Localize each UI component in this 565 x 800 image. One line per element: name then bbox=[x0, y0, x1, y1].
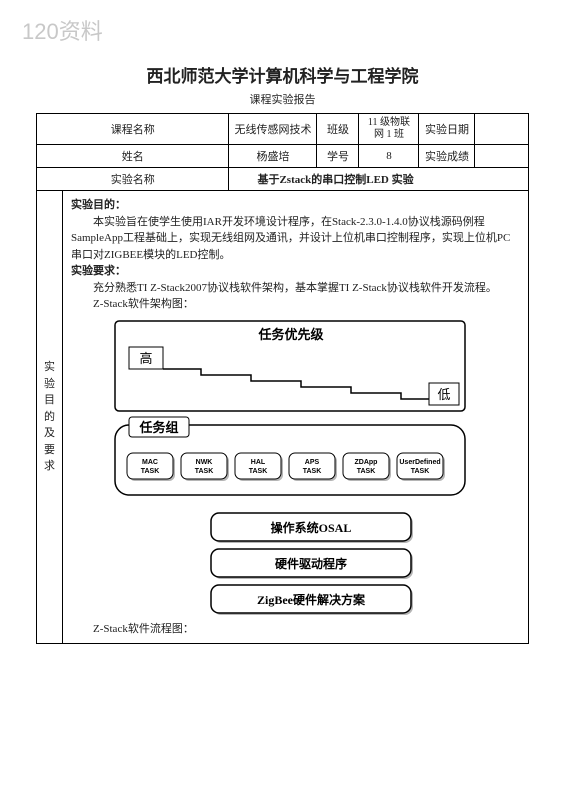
value-id: 8 bbox=[359, 145, 419, 168]
table-row: 实验名称 基于Zstack的串口控制LED 实验 bbox=[37, 168, 529, 191]
content-cell: 实验目的： 本实验旨在使学生使用IAR开发环境设计程序，在Stack-2.3.0… bbox=[63, 191, 529, 644]
svg-text:MAC: MAC bbox=[142, 459, 158, 466]
svg-text:TASK: TASK bbox=[195, 468, 214, 475]
table-row: 实 验 目 的 及 要 求 实验目的： 本实验旨在使学生使用IAR开发环境设计程… bbox=[37, 191, 529, 644]
label-score: 实验成绩 bbox=[419, 145, 475, 168]
label-name: 姓名 bbox=[37, 145, 229, 168]
page-subtitle: 课程实验报告 bbox=[36, 91, 529, 107]
value-score bbox=[475, 145, 529, 168]
table-row: 姓名 杨盛培 学号 8 实验成绩 bbox=[37, 145, 529, 168]
svg-text:TASK: TASK bbox=[303, 468, 322, 475]
flow-label: Z-Stack软件流程图： bbox=[93, 621, 520, 638]
architecture-diagram: 任务优先级高低任务组 MAC TASK NWK TASK HAL TASK APS TASK ZD… bbox=[111, 317, 520, 617]
diagram-svg: 任务优先级高低任务组 MAC TASK NWK TASK HAL TASK APS TASK ZD… bbox=[111, 317, 471, 617]
svg-text:低: 低 bbox=[437, 387, 450, 402]
svg-text:TASK: TASK bbox=[411, 468, 430, 475]
value-exp-name: 基于Zstack的串口控制LED 实验 bbox=[229, 168, 529, 191]
svg-text:TASK: TASK bbox=[249, 468, 268, 475]
svg-text:任务组: 任务组 bbox=[138, 420, 178, 435]
page-title: 西北师范大学计算机科学与工程学院 bbox=[36, 62, 529, 87]
sidebar-label: 实 验 目 的 及 要 求 bbox=[37, 191, 63, 644]
req-text: 充分熟悉TI Z-Stack2007协议栈软件架构，基本掌握TI Z-Stack… bbox=[71, 280, 520, 297]
svg-text:任务优先级: 任务优先级 bbox=[257, 327, 324, 342]
arch-label: Z-Stack软件架构图： bbox=[93, 296, 520, 313]
label-date: 实验日期 bbox=[419, 114, 475, 145]
svg-text:TASK: TASK bbox=[141, 468, 160, 475]
table-row: 课程名称 无线传感网技术 班级 11 级物联 网 1 班 实验日期 bbox=[37, 114, 529, 145]
svg-text:HAL: HAL bbox=[251, 459, 266, 466]
svg-text:APS: APS bbox=[305, 459, 320, 466]
svg-text:ZigBee硬件解决方案: ZigBee硬件解决方案 bbox=[257, 592, 366, 607]
label-id: 学号 bbox=[317, 145, 359, 168]
meta-table: 课程名称 无线传感网技术 班级 11 级物联 网 1 班 实验日期 姓名 杨盛培… bbox=[36, 113, 529, 644]
svg-text:TASK: TASK bbox=[357, 468, 376, 475]
label-course: 课程名称 bbox=[37, 114, 229, 145]
watermark-text: 120资料 bbox=[22, 14, 103, 46]
goal-text: 本实验旨在使学生使用IAR开发环境设计程序，在Stack-2.3.0-1.4.0… bbox=[71, 214, 520, 264]
value-date bbox=[475, 114, 529, 145]
value-class: 11 级物联 网 1 班 bbox=[359, 114, 419, 145]
svg-text:UserDefined: UserDefined bbox=[399, 459, 440, 466]
svg-text:NWK: NWK bbox=[196, 459, 213, 466]
svg-text:硬件驱动程序: 硬件驱动程序 bbox=[275, 556, 347, 571]
svg-text:ZDApp: ZDApp bbox=[355, 459, 378, 466]
value-name: 杨盛培 bbox=[229, 145, 317, 168]
svg-text:高: 高 bbox=[139, 351, 152, 366]
svg-text:操作系统OSAL: 操作系统OSAL bbox=[271, 520, 352, 535]
label-class: 班级 bbox=[317, 114, 359, 145]
page: 120资料 西北师范大学计算机科学与工程学院 课程实验报告 课程名称 无线传感网… bbox=[0, 0, 565, 800]
req-heading: 实验要求： bbox=[71, 263, 520, 280]
value-course: 无线传感网技术 bbox=[229, 114, 317, 145]
goal-heading: 实验目的： bbox=[71, 197, 520, 214]
label-exp-name: 实验名称 bbox=[37, 168, 229, 191]
